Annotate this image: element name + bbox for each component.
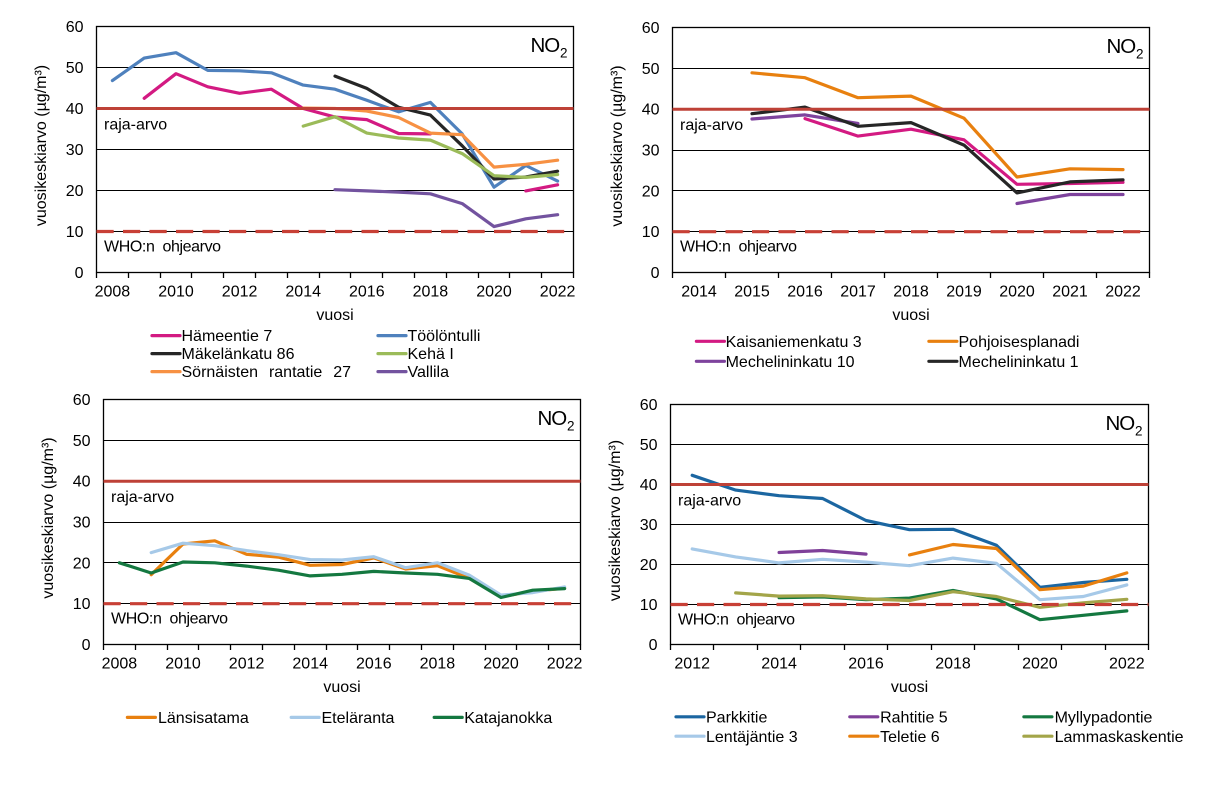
svg-text:2016: 2016 (787, 284, 823, 301)
svg-text:vuosi: vuosi (323, 679, 360, 696)
svg-text:50: 50 (640, 437, 658, 454)
svg-text:2019: 2019 (946, 284, 982, 301)
svg-text:2016: 2016 (848, 656, 884, 673)
svg-text:0: 0 (649, 637, 658, 654)
svg-text:Lammaskaskentie: Lammaskaskentie (1055, 729, 1184, 746)
svg-text:NO2: NO2 (531, 34, 568, 61)
svg-text:NO2: NO2 (1107, 35, 1144, 62)
svg-text:Vallila: Vallila (408, 364, 450, 381)
svg-text:2022: 2022 (1109, 656, 1145, 673)
svg-text:2014: 2014 (292, 656, 328, 673)
svg-text:60: 60 (640, 397, 658, 414)
svg-text:Kaisaniemenkatu 3: Kaisaniemenkatu 3 (726, 334, 862, 351)
svg-text:Eteläranta: Eteläranta (322, 710, 395, 727)
svg-text:50: 50 (642, 61, 660, 78)
svg-text:2014: 2014 (761, 656, 797, 673)
svg-text:2017: 2017 (840, 284, 876, 301)
svg-text:0: 0 (82, 637, 91, 654)
svg-text:raja-arvo: raja-arvo (678, 492, 741, 509)
svg-text:vuosikeskiarvo (µg/m³): vuosikeskiarvo (µg/m³) (33, 65, 50, 226)
svg-text:vuosikeskiarvo (µg/m³): vuosikeskiarvo (µg/m³) (607, 440, 624, 601)
svg-text:10: 10 (73, 596, 91, 613)
svg-text:2022: 2022 (547, 656, 583, 673)
svg-text:2020: 2020 (999, 284, 1035, 301)
svg-text:60: 60 (66, 19, 84, 36)
svg-text:Rahtitie 5: Rahtitie 5 (880, 709, 948, 726)
svg-text:2022: 2022 (1105, 284, 1141, 301)
svg-text:40: 40 (66, 101, 84, 118)
svg-text:2015: 2015 (734, 284, 770, 301)
svg-text:raja-arvo: raja-arvo (111, 489, 174, 506)
svg-text:NO2: NO2 (1106, 412, 1143, 439)
svg-text:vuosikeskiarvo (µg/m³): vuosikeskiarvo (µg/m³) (609, 65, 626, 226)
svg-text:40: 40 (642, 102, 660, 119)
svg-text:20: 20 (66, 183, 84, 200)
svg-text:2018: 2018 (935, 656, 971, 673)
svg-text:2012: 2012 (674, 656, 710, 673)
svg-text:raja-arvo: raja-arvo (680, 117, 743, 134)
svg-text:10: 10 (642, 224, 660, 241)
svg-text:vuosi: vuosi (316, 307, 353, 324)
svg-text:0: 0 (75, 265, 84, 282)
svg-text:50: 50 (73, 433, 91, 450)
svg-text:50: 50 (66, 60, 84, 77)
svg-text:60: 60 (73, 392, 91, 409)
svg-text:30: 30 (73, 515, 91, 532)
svg-text:0: 0 (651, 265, 660, 282)
svg-text:Töölöntulli: Töölöntulli (408, 328, 481, 345)
svg-text:2008: 2008 (95, 284, 131, 301)
svg-text:2010: 2010 (158, 284, 194, 301)
svg-text:Sörnäisten rantatie 27: Sörnäisten rantatie 27 (182, 364, 352, 381)
svg-text:10: 10 (66, 224, 84, 241)
svg-text:Pohjoisesplanadi: Pohjoisesplanadi (959, 334, 1080, 351)
svg-text:2012: 2012 (229, 656, 265, 673)
svg-text:30: 30 (66, 142, 84, 159)
svg-text:WHO:n ohjearvo: WHO:n ohjearvo (104, 239, 221, 256)
svg-text:2022: 2022 (540, 284, 576, 301)
svg-text:20: 20 (640, 557, 658, 574)
svg-text:Mäkelänkatu 86: Mäkelänkatu 86 (182, 346, 295, 363)
svg-text:vuosi: vuosi (891, 679, 928, 696)
svg-text:WHO:n ohjearvo: WHO:n ohjearvo (678, 612, 795, 629)
svg-text:WHO:n ohjearvo: WHO:n ohjearvo (680, 239, 797, 256)
svg-text:vuosi: vuosi (892, 307, 929, 324)
svg-text:10: 10 (640, 597, 658, 614)
svg-text:2018: 2018 (420, 656, 456, 673)
svg-text:WHO:n ohjearvo: WHO:n ohjearvo (111, 611, 228, 628)
svg-text:Parkkitie: Parkkitie (706, 709, 767, 726)
svg-text:30: 30 (642, 143, 660, 160)
svg-text:2014: 2014 (285, 284, 321, 301)
svg-text:NO2: NO2 (538, 407, 575, 434)
svg-text:2016: 2016 (349, 284, 385, 301)
svg-text:Länsisatama: Länsisatama (158, 710, 249, 727)
svg-text:2021: 2021 (1052, 284, 1088, 301)
svg-text:2020: 2020 (476, 284, 512, 301)
svg-text:2018: 2018 (413, 284, 449, 301)
svg-text:2020: 2020 (483, 656, 519, 673)
svg-text:Myllypadontie: Myllypadontie (1055, 709, 1153, 726)
svg-text:20: 20 (73, 555, 91, 572)
svg-text:Mechelininkatu 1: Mechelininkatu 1 (959, 354, 1079, 371)
svg-text:vuosikeskiarvo (µg/m³): vuosikeskiarvo (µg/m³) (40, 437, 57, 598)
svg-text:Katajanokka: Katajanokka (464, 710, 552, 727)
svg-text:Lentäjäntie 3: Lentäjäntie 3 (706, 729, 798, 746)
svg-text:2020: 2020 (1022, 656, 1058, 673)
svg-text:30: 30 (640, 517, 658, 534)
svg-text:2008: 2008 (102, 656, 138, 673)
svg-text:2012: 2012 (222, 284, 258, 301)
svg-text:raja-arvo: raja-arvo (104, 116, 167, 133)
svg-text:Teletie 6: Teletie 6 (880, 729, 940, 746)
svg-text:2018: 2018 (893, 284, 929, 301)
svg-text:40: 40 (73, 474, 91, 491)
svg-text:Mechelininkatu 10: Mechelininkatu 10 (726, 354, 855, 371)
svg-text:2016: 2016 (356, 656, 392, 673)
svg-text:2014: 2014 (681, 284, 717, 301)
svg-text:40: 40 (640, 477, 658, 494)
svg-text:Hämeentie 7: Hämeentie 7 (182, 328, 273, 345)
svg-text:2010: 2010 (165, 656, 201, 673)
svg-text:60: 60 (642, 20, 660, 37)
svg-text:Kehä I: Kehä I (408, 346, 454, 363)
svg-text:20: 20 (642, 183, 660, 200)
